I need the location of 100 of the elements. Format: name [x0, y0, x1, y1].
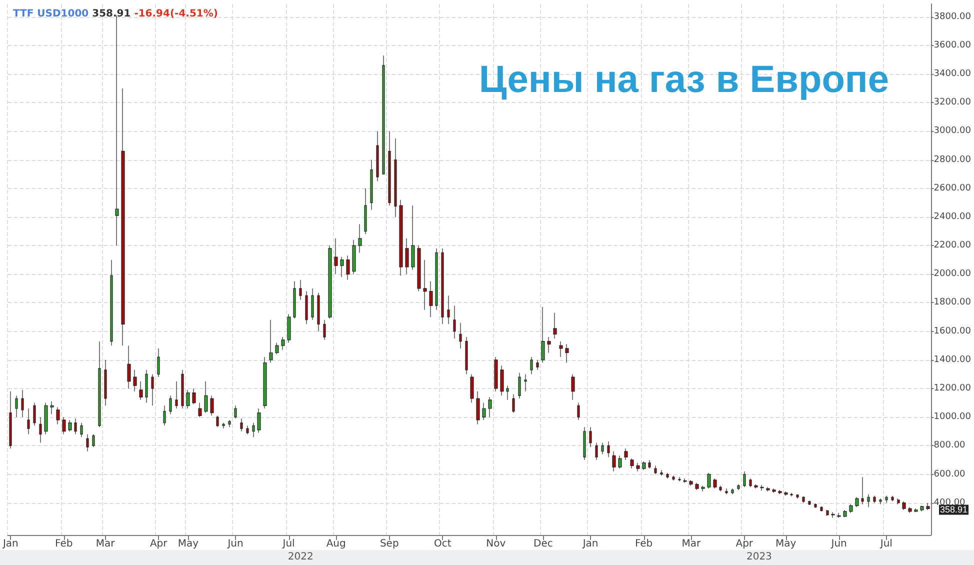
candlestick — [139, 381, 143, 400]
candlestick — [411, 205, 415, 270]
candlestick — [56, 406, 60, 425]
candlestick — [536, 360, 539, 370]
x-tick-label: Mar — [96, 538, 116, 550]
candlestick — [27, 408, 30, 435]
candlestick — [672, 475, 675, 481]
candlestick — [660, 470, 663, 476]
candlestick — [707, 472, 711, 489]
candlestick — [908, 506, 912, 514]
y-tick-label: 3400.00 — [934, 69, 972, 80]
candlestick — [630, 458, 634, 469]
candlestick — [713, 478, 717, 489]
candlestick — [843, 510, 847, 518]
y-tick-label: 3200.00 — [934, 98, 972, 108]
x-tick-label: Apr — [150, 538, 168, 550]
candlestick — [541, 306, 545, 364]
candlestick — [453, 305, 456, 339]
candlestick — [636, 462, 640, 472]
x-tick-label: Apr — [736, 538, 754, 550]
candlestick — [902, 501, 906, 510]
candlestick — [163, 405, 166, 426]
candlestick — [506, 385, 509, 400]
candlestick — [820, 506, 823, 512]
candlestick — [175, 381, 178, 409]
candlestick — [802, 496, 805, 504]
candlestick — [891, 495, 894, 502]
candlestick — [547, 336, 551, 354]
candlestick — [358, 224, 362, 254]
candlestick — [749, 478, 752, 488]
candlestick — [50, 401, 54, 415]
candlestick — [695, 482, 699, 490]
candlestick — [689, 480, 693, 486]
candlestick — [86, 434, 89, 452]
candlestick — [169, 395, 172, 415]
candlestick — [269, 320, 273, 364]
candlestick — [110, 260, 113, 346]
candlestick — [429, 280, 433, 318]
candlestick — [826, 510, 829, 516]
candlestick — [459, 322, 462, 349]
candlestick — [607, 441, 610, 458]
candlestick — [275, 342, 279, 354]
candlestick — [476, 391, 480, 425]
candlestick — [423, 260, 427, 310]
candlestick — [92, 434, 95, 448]
candlestick — [68, 420, 72, 432]
y-tick-label: 1600.00 — [934, 326, 972, 336]
candlestick — [612, 451, 616, 472]
candlestick — [873, 495, 876, 504]
candlestick — [80, 422, 83, 438]
candlestick — [642, 461, 646, 470]
candlestick — [133, 370, 137, 392]
candlestick — [39, 416, 42, 444]
y-tick-label: 600.00 — [934, 469, 966, 480]
candlestick — [743, 471, 746, 488]
candlestick — [470, 374, 474, 404]
x-tick-label: Oct — [434, 538, 452, 550]
y-tick-label: 3000.00 — [934, 126, 972, 136]
candlestick — [21, 390, 24, 418]
y-tick-label: 2200.00 — [934, 240, 972, 251]
candlestick — [98, 341, 101, 428]
candlestick — [737, 484, 740, 490]
y-tick-label: 2800.00 — [934, 154, 972, 165]
candlestick — [115, 15, 119, 246]
candlestick — [447, 295, 450, 324]
candlestick — [370, 160, 373, 210]
candlestick — [382, 55, 385, 174]
candlestick — [861, 476, 864, 505]
candlestick — [855, 496, 859, 508]
candlestick — [334, 238, 338, 274]
x-tick-label: Jul — [282, 538, 295, 550]
candlestick — [33, 402, 36, 426]
candlestick — [198, 402, 202, 418]
candlestick — [252, 422, 255, 438]
x-tick-label: Jul — [879, 538, 892, 550]
y-tick-label: 3800.00 — [934, 12, 972, 22]
candlestick — [565, 344, 569, 364]
x-tick-label: Feb — [55, 538, 73, 550]
y-tick-label: 1000.00 — [934, 412, 972, 422]
candlestick — [405, 238, 409, 274]
candlestick — [228, 420, 231, 428]
candlestick — [465, 336, 468, 374]
candlestick — [601, 442, 604, 455]
y-tick-label: 3600.00 — [934, 40, 972, 50]
candlestick — [831, 512, 835, 518]
candlestick — [305, 290, 308, 324]
x-tick-label: Jan — [582, 538, 598, 550]
candlestick — [701, 485, 705, 492]
candlestick — [482, 402, 486, 420]
candlestick — [494, 356, 498, 392]
candlestick — [246, 425, 249, 435]
x-tick-label: Jun — [226, 538, 244, 550]
candlestick — [654, 465, 657, 475]
y-tick-label: 1800.00 — [934, 298, 972, 308]
candlestick — [186, 390, 190, 409]
candlestick — [648, 460, 651, 469]
candlestick — [879, 498, 882, 505]
candlestick — [151, 374, 154, 406]
candlestick — [837, 512, 841, 518]
y-tick-label: 1200.00 — [934, 383, 972, 394]
